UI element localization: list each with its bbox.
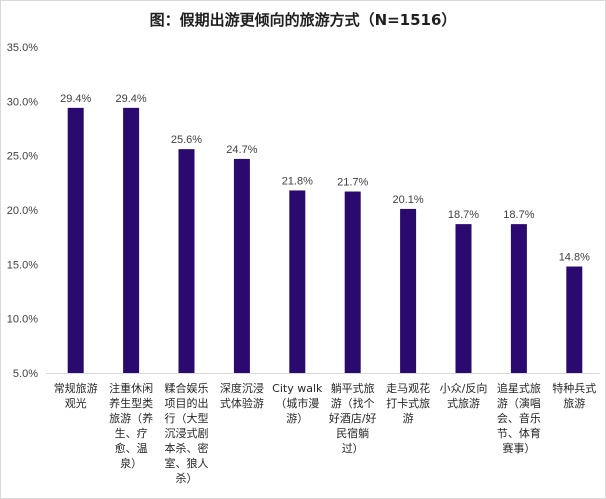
y-tick-label: 20.0% xyxy=(7,205,38,217)
category-label: 深度沉浸式体验游 xyxy=(220,381,264,410)
data-label: 21.7% xyxy=(337,177,368,189)
category-label: 躺平式旅游（找个好酒店/好民宿躺过） xyxy=(329,381,377,455)
data-labels: 29.4% 29.4% 25.6% 24.7% 21.8% 21.7% 20.1% 18.7%… xyxy=(60,93,590,264)
category-label: 常规旅游观光 xyxy=(54,381,98,410)
bar xyxy=(510,224,527,373)
category-label: City walk （城市漫游） xyxy=(272,382,323,425)
data-label: 24.7% xyxy=(226,144,257,156)
y-tick-label: 25.0% xyxy=(7,151,38,163)
bar xyxy=(344,191,361,373)
data-label: 18.7% xyxy=(503,209,534,221)
y-tick-label: 15.0% xyxy=(7,259,38,271)
data-label: 25.6% xyxy=(171,134,202,146)
bar xyxy=(67,107,84,373)
data-label: 20.1% xyxy=(392,194,423,206)
category-label: 糅合娱乐项目的出行（大型沉浸式剧本杀、密室、狼人杀） xyxy=(165,381,209,485)
y-axis: 5.0% 10.0% 15.0% 20.0% 25.0% 30.0% 35.0% xyxy=(7,42,38,380)
data-label: 21.8% xyxy=(282,175,313,187)
category-label: 追星式旅游（演唱会、音乐节、体育赛事） xyxy=(497,381,541,455)
y-tick-label: 30.0% xyxy=(7,96,38,108)
bar xyxy=(289,190,306,373)
category-label: 走马观花打卡式旅游 xyxy=(386,382,430,425)
data-label: 29.4% xyxy=(115,93,146,105)
y-tick-label: 5.0% xyxy=(13,368,38,380)
category-label: 特种兵式旅游 xyxy=(552,381,596,410)
data-label: 29.4% xyxy=(60,93,91,105)
bar xyxy=(455,224,472,373)
bar xyxy=(400,208,417,373)
category-label: 小众/反向式旅游 xyxy=(440,381,488,410)
data-label: 14.8% xyxy=(559,252,590,264)
category-label: 注重休闲养生型类旅游（养生、疗愈、温泉） xyxy=(109,381,153,470)
bar xyxy=(178,149,195,373)
chart-title: 图：假期出游更倾向的旅游方式（N=1516） xyxy=(150,11,457,29)
data-label: 18.7% xyxy=(448,209,479,221)
bar xyxy=(123,107,140,373)
bar xyxy=(566,266,583,373)
y-tick-label: 10.0% xyxy=(7,314,38,326)
bar xyxy=(233,158,250,373)
bars xyxy=(67,107,583,373)
y-tick-label: 35.0% xyxy=(7,42,38,54)
